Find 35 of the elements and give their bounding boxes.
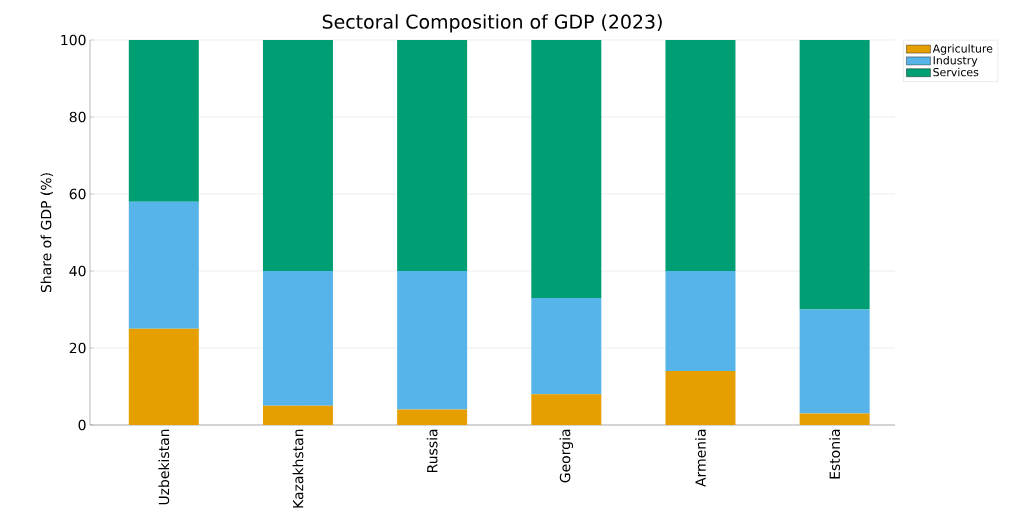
y-tick-label: 40 [69, 265, 86, 277]
bar [128, 201, 199, 329]
chart-title: Sectoral Composition of GDP (2023) [322, 14, 662, 33]
x-tick-label: Kazakhstan [292, 429, 304, 508]
bar [128, 328, 199, 425]
bar [397, 409, 468, 425]
bar [665, 371, 736, 425]
bar [531, 40, 602, 298]
bar [262, 405, 333, 425]
legend-label: Services [933, 67, 979, 77]
legend-label: Agriculture [932, 44, 993, 55]
bar [665, 271, 736, 372]
y-axis-title: Share of GDP (%) [40, 173, 54, 293]
bar [128, 40, 199, 202]
x-tick-label: Russia [426, 429, 438, 473]
bar [799, 40, 870, 310]
y-tick-label: 80 [69, 111, 86, 123]
bar [397, 271, 468, 410]
bar [262, 271, 333, 406]
x-tick-label: Armenia [695, 429, 706, 487]
bar [799, 309, 870, 414]
y-tick-label: 60 [69, 188, 86, 200]
x-tick-label: Georgia [559, 429, 574, 483]
y-tick-label: 100 [61, 34, 86, 46]
bar [262, 40, 333, 271]
y-tick-label: 0 [78, 419, 86, 431]
y-tick-label: 20 [69, 342, 86, 354]
x-tick-label: Estonia [829, 429, 841, 479]
bar [531, 297, 602, 395]
bar [665, 40, 736, 271]
bar [799, 413, 870, 425]
x-tick-label: Uzbekistan [158, 429, 170, 505]
bar [531, 394, 602, 425]
bar [397, 40, 468, 271]
legend-label: Industry [933, 55, 978, 67]
